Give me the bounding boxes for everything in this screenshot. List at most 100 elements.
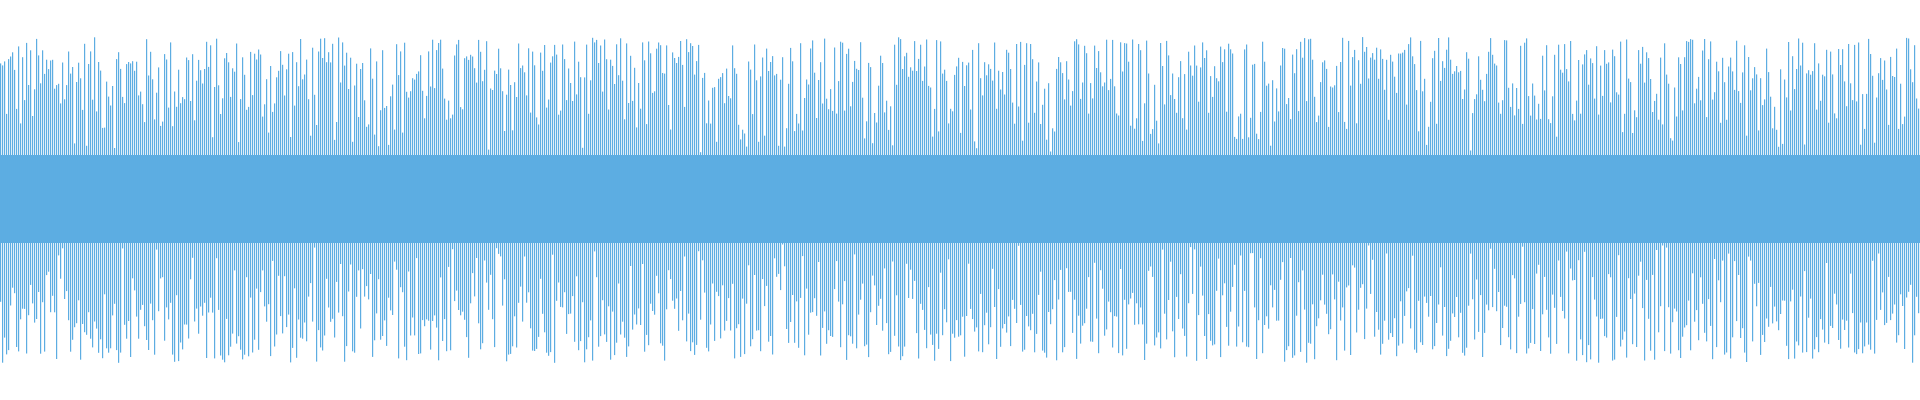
waveform-bar [1546,45,1548,310]
waveform-bar [1322,62,1324,275]
waveform-bar [716,141,718,292]
waveform-bar [920,44,922,304]
waveform-bar [848,48,850,336]
waveform-bar [154,119,156,355]
waveform-bar [868,62,870,358]
waveform-bar [1216,78,1218,291]
waveform-bar [862,97,864,284]
waveform-bar [648,41,650,346]
waveform-bar [1446,49,1448,357]
waveform-bar [1826,49,1828,263]
waveform-bar [490,88,492,275]
waveform-bar [1050,151,1052,325]
waveform-bar [50,60,52,313]
waveform-bar [1666,74,1668,248]
waveform-bar [1004,94,1006,324]
waveform-bar [700,152,702,320]
waveform-bar [788,83,790,343]
waveform-bar [670,129,672,280]
waveform-bar [1264,61,1266,325]
waveform-bar [1262,41,1264,354]
waveform-bar [756,80,758,331]
waveform-bar [728,96,730,299]
waveform-bar [434,88,436,316]
waveform-bar [1046,139,1048,358]
waveform-bar [1062,73,1064,353]
waveform-bar [1586,50,1588,363]
waveform-bar [346,52,348,347]
waveform-bar [676,63,678,299]
waveform-bar [1742,72,1744,329]
waveform-bar [1252,64,1254,254]
waveform-bar [78,62,80,301]
waveform-bar [1690,39,1692,351]
waveform-bar [1126,43,1128,349]
waveform-bar [264,104,266,307]
waveform-bar [876,122,878,325]
waveform-bar [180,103,182,343]
waveform-bar [32,116,34,304]
waveform-bar [1482,89,1484,358]
waveform-bar [1834,113,1836,294]
waveform-bar [194,120,196,322]
waveform-bar [484,69,486,261]
waveform-bar [1310,38,1312,344]
waveform-bar [702,77,704,261]
waveform-bar [1788,42,1790,360]
waveform-bar [758,141,760,331]
waveform-bar [510,85,512,354]
waveform-bar [456,44,458,291]
waveform-bar [776,73,778,277]
waveform-bar [318,51,320,331]
waveform-bar [1292,54,1294,358]
waveform-bar [1048,83,1050,312]
waveform-bar [222,98,224,360]
waveform-bar [1120,42,1122,269]
waveform-bar [1532,83,1534,310]
waveform-bar [980,78,982,294]
waveform-bar [1438,38,1440,305]
waveform-bar [1874,142,1876,354]
waveform-bar [252,95,254,353]
waveform-bar [1880,58,1882,310]
waveform-bar [126,64,128,339]
waveform-bar [1178,77,1180,319]
waveform-bar [1848,44,1850,348]
waveform-bar [402,132,404,293]
waveform-bar [250,51,252,298]
waveform-bar [806,79,808,289]
waveform-bar [824,38,826,312]
waveform-bar [16,108,18,348]
waveform-bar [900,39,902,361]
waveform-bar [1284,48,1286,362]
waveform-bar [1030,44,1032,331]
waveform-bar [1840,65,1842,349]
waveform-bar [998,70,1000,290]
waveform-bar [1364,51,1366,340]
waveform-bar [672,52,674,301]
waveform-bar [1832,74,1834,329]
waveform-bar [1554,54,1556,308]
waveform-bar [170,42,172,303]
waveform-bar [1784,79,1786,301]
waveform-bar [1514,115,1516,279]
waveform-bar [1372,53,1374,260]
waveform-bar [724,103,726,331]
waveform-bar [890,106,892,352]
waveform-bar [1244,49,1246,291]
waveform-bar [770,62,772,336]
waveform-bar [1492,54,1494,308]
waveform-bar [810,48,812,313]
waveform-bar [60,103,62,279]
waveform-bar [1594,98,1596,300]
waveform-bar [1198,101,1200,316]
waveform-bar [1214,66,1216,345]
waveform-bar [10,56,12,306]
waveform-bar [936,40,938,334]
waveform-bar [298,86,300,320]
waveform-bar [734,68,736,359]
waveform-bar [618,75,620,284]
waveform-bar [1660,57,1662,307]
waveform-bar [230,96,232,347]
waveform-bar [1520,45,1522,304]
